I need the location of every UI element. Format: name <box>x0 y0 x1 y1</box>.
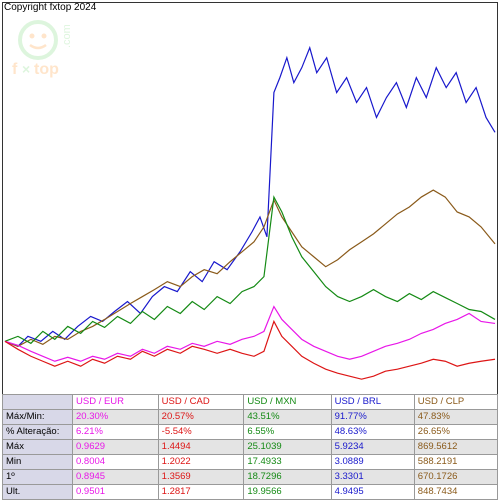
cell: 0.8945 <box>73 470 159 485</box>
cell: 0.9501 <box>73 485 159 500</box>
table-row: Máx/Min: 20.30% 20.57% 43.51% 91.77% 47.… <box>3 410 498 425</box>
series-usd-eur <box>5 307 495 362</box>
cell: 1.4494 <box>158 440 244 455</box>
cell: 47.83% <box>414 410 497 425</box>
series-usd-clp <box>5 190 495 346</box>
cell: 3.0889 <box>331 455 414 470</box>
cell: 0.9629 <box>73 440 159 455</box>
row-header: 1º <box>3 470 73 485</box>
table-row: Ult. 0.9501 1.2817 19.9566 4.9495 848.74… <box>3 485 498 500</box>
cell: 1.2022 <box>158 455 244 470</box>
table-row: Min 0.8004 1.2022 17.4933 3.0889 588.219… <box>3 455 498 470</box>
table-row: % Alteração: 6.21% -5.54% 6.55% 48.63% 2… <box>3 425 498 440</box>
cell: 588.2191 <box>414 455 497 470</box>
corner-cell <box>3 395 73 410</box>
chart-lines <box>3 3 497 411</box>
cell: 20.57% <box>158 410 244 425</box>
cell: 25.1039 <box>244 440 331 455</box>
cell: 17.4933 <box>244 455 331 470</box>
cell: 18.7296 <box>244 470 331 485</box>
cell: 26.65% <box>414 425 497 440</box>
cell: 48.63% <box>331 425 414 440</box>
series-usd-mxn <box>5 197 495 343</box>
table-row: 1º 0.8945 1.3569 18.7296 3.3301 670.1726 <box>3 470 498 485</box>
cell: 1.2817 <box>158 485 244 500</box>
col-header: USD / CAD <box>158 395 244 410</box>
row-header: Ult. <box>3 485 73 500</box>
cell: 6.21% <box>73 425 159 440</box>
stats-table: USD / EUR USD / CAD USD / MXN USD / BRL … <box>2 394 498 500</box>
cell: 4.9495 <box>331 485 414 500</box>
row-header: Máx/Min: <box>3 410 73 425</box>
cell: 5.9234 <box>331 440 414 455</box>
cell: 670.1726 <box>414 470 497 485</box>
cell: 91.77% <box>331 410 414 425</box>
cell: 6.55% <box>244 425 331 440</box>
cell: 848.7434 <box>414 485 497 500</box>
col-header: USD / EUR <box>73 395 159 410</box>
row-header: Máx <box>3 440 73 455</box>
cell: 0.8004 <box>73 455 159 470</box>
cell: 19.9566 <box>244 485 331 500</box>
row-header: Min <box>3 455 73 470</box>
col-header: USD / MXN <box>244 395 331 410</box>
col-header: USD / BRL <box>331 395 414 410</box>
cell: 20.30% <box>73 410 159 425</box>
cell: 43.51% <box>244 410 331 425</box>
cell: -5.54% <box>158 425 244 440</box>
cell: 869.5612 <box>414 440 497 455</box>
series-usd-cad <box>5 321 495 379</box>
col-header: USD / CLP <box>414 395 497 410</box>
cell: 1.3569 <box>158 470 244 485</box>
table-header-row: USD / EUR USD / CAD USD / MXN USD / BRL … <box>3 395 498 410</box>
table-row: Máx 0.9629 1.4494 25.1039 5.9234 869.561… <box>3 440 498 455</box>
chart-plot-area <box>2 2 498 412</box>
cell: 3.3301 <box>331 470 414 485</box>
row-header: % Alteração: <box>3 425 73 440</box>
